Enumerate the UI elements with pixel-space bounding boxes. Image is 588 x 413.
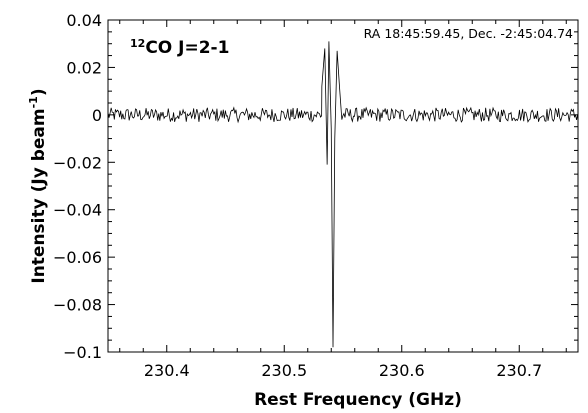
y-tick-label: 0.04 — [66, 11, 102, 30]
x-tick-label: 230.6 — [379, 361, 425, 380]
y-axis-label-sup: -1 — [27, 96, 40, 108]
y-tick-label: −0.08 — [53, 296, 102, 315]
x-tick-label: 230.5 — [261, 361, 307, 380]
y-tick-label: −0.02 — [53, 153, 102, 172]
y-axis-ticks: 0.04 0.02 0 −0.02 −0.04 −0.06 −0.08 −0.1 — [53, 11, 578, 362]
y-axis-label-close: ) — [29, 88, 49, 96]
line-label-main: CO J=2-1 — [145, 38, 229, 58]
plot-frame — [107, 19, 579, 353]
y-tick-label: −0.04 — [53, 201, 102, 220]
line-label-sup: 12 — [130, 37, 145, 50]
line-label-annotation: 12CO J=2-1 — [130, 37, 229, 58]
y-axis-minor-ticks — [108, 31, 578, 341]
y-axis-label-main: Intensity (Jy beam — [29, 108, 49, 283]
x-tick-label: 230.4 — [144, 361, 190, 380]
position-annotation: RA 18:45:59.45, Dec. -2:45:04.74 — [364, 26, 573, 41]
x-tick-label: 230.7 — [496, 361, 542, 380]
x-axis-ticks: 230.4 230.5 230.6 230.7 — [144, 20, 542, 380]
y-tick-label: 0.02 — [66, 58, 102, 77]
x-axis-label: Rest Frequency (GHz) — [254, 390, 462, 410]
spectrum-series-line — [107, 41, 579, 348]
x-axis-minor-ticks — [119, 20, 567, 352]
y-tick-label: −0.06 — [53, 248, 102, 267]
y-tick-label: −0.1 — [63, 343, 102, 362]
y-axis-label: Intensity (Jy beam-1) — [27, 88, 49, 283]
y-tick-label: 0 — [92, 106, 102, 125]
